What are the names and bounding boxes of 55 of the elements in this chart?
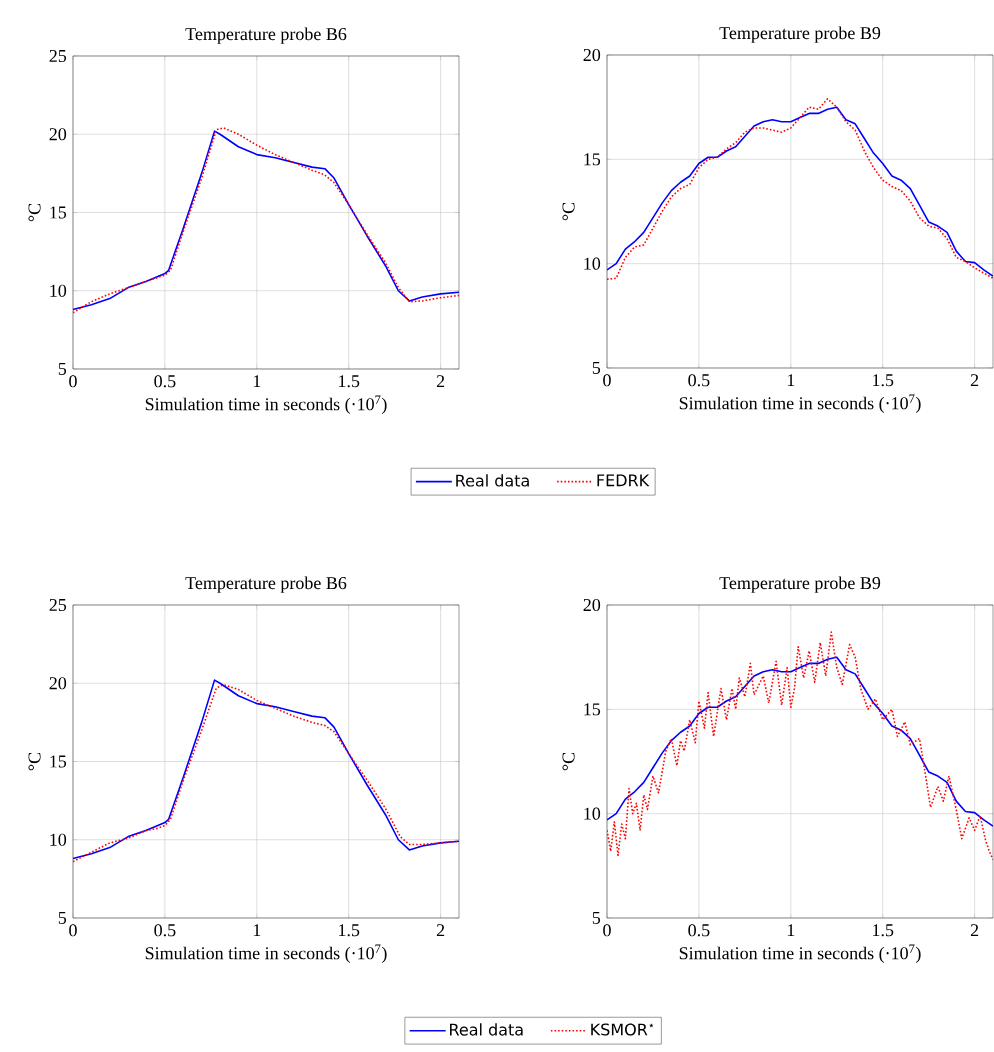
x-axis-title: Simulation time in seconds (·10$^{7}$) <box>145 395 387 414</box>
y-tick-label: 20 <box>49 677 67 690</box>
x-tick-label: 0 <box>603 374 611 387</box>
x-tick-label: 0 <box>69 375 77 388</box>
x-tick-label: 2 <box>970 374 979 387</box>
y-axis-title: °C <box>562 752 575 771</box>
x-tick-label: 1 <box>253 375 261 388</box>
y-tick-label: 10 <box>584 807 601 820</box>
line-series <box>607 631 994 861</box>
y-axis-title: °C <box>28 752 41 771</box>
x-tick-label: 2 <box>436 924 445 937</box>
y-tick-label: 10 <box>50 284 67 297</box>
x-tick-label: 0.5 <box>688 374 710 387</box>
legend-label: FEDRK <box>597 474 650 487</box>
y-tick-label: 20 <box>583 48 601 62</box>
y-tick-label: 5 <box>58 912 67 924</box>
chart-title: Temperature probe B6 <box>185 576 347 593</box>
y-tick-label: 15 <box>50 206 67 219</box>
chart-title: Temperature probe B6 <box>185 27 347 44</box>
legend-label: KSMOR$^{⋆}$ <box>591 1023 654 1036</box>
x-tick-label: 0.5 <box>154 924 176 937</box>
y-tick-label: 10 <box>584 257 601 270</box>
chart-title: Temperature probe B9 <box>719 26 881 43</box>
x-tick-label: 1 <box>253 924 261 937</box>
x-tick-label: 0 <box>69 924 77 937</box>
x-axis-title: Simulation time in seconds (·10$^{7}$) <box>145 944 387 963</box>
y-tick-label: 20 <box>583 598 601 612</box>
legend-label: Real data <box>456 474 529 487</box>
x-tick-label: 1.5 <box>339 924 360 937</box>
y-tick-label: 5 <box>592 362 601 374</box>
y-tick-label: 15 <box>584 703 601 716</box>
x-tick-label: 1 <box>787 924 795 937</box>
y-tick-label: 5 <box>58 363 67 375</box>
y-tick-label: 25 <box>49 49 67 63</box>
y-tick-label: 5 <box>592 912 601 924</box>
x-tick-label: 1.5 <box>339 375 360 388</box>
y-axis-title: °C <box>28 203 41 222</box>
x-tick-label: 2 <box>970 924 979 937</box>
y-axis-title: °C <box>562 202 575 221</box>
x-tick-label: 1.5 <box>873 924 894 937</box>
y-tick-label: 15 <box>50 755 67 768</box>
x-tick-label: 1 <box>787 374 795 387</box>
x-tick-label: 0.5 <box>688 924 710 937</box>
x-tick-label: 0 <box>603 924 611 937</box>
x-axis-title: Simulation time in seconds (·10$^{7}$) <box>679 394 921 413</box>
y-tick-label: 25 <box>49 598 67 612</box>
y-tick-label: 20 <box>49 128 67 141</box>
chart-title: Temperature probe B9 <box>719 576 881 593</box>
x-tick-label: 1.5 <box>873 374 894 387</box>
x-tick-label: 0.5 <box>154 375 176 388</box>
x-tick-label: 2 <box>436 375 445 388</box>
legend-label: Real data <box>450 1023 523 1036</box>
y-tick-label: 10 <box>50 833 67 846</box>
y-tick-label: 15 <box>584 153 601 166</box>
x-axis-title: Simulation time in seconds (·10$^{7}$) <box>679 944 921 963</box>
